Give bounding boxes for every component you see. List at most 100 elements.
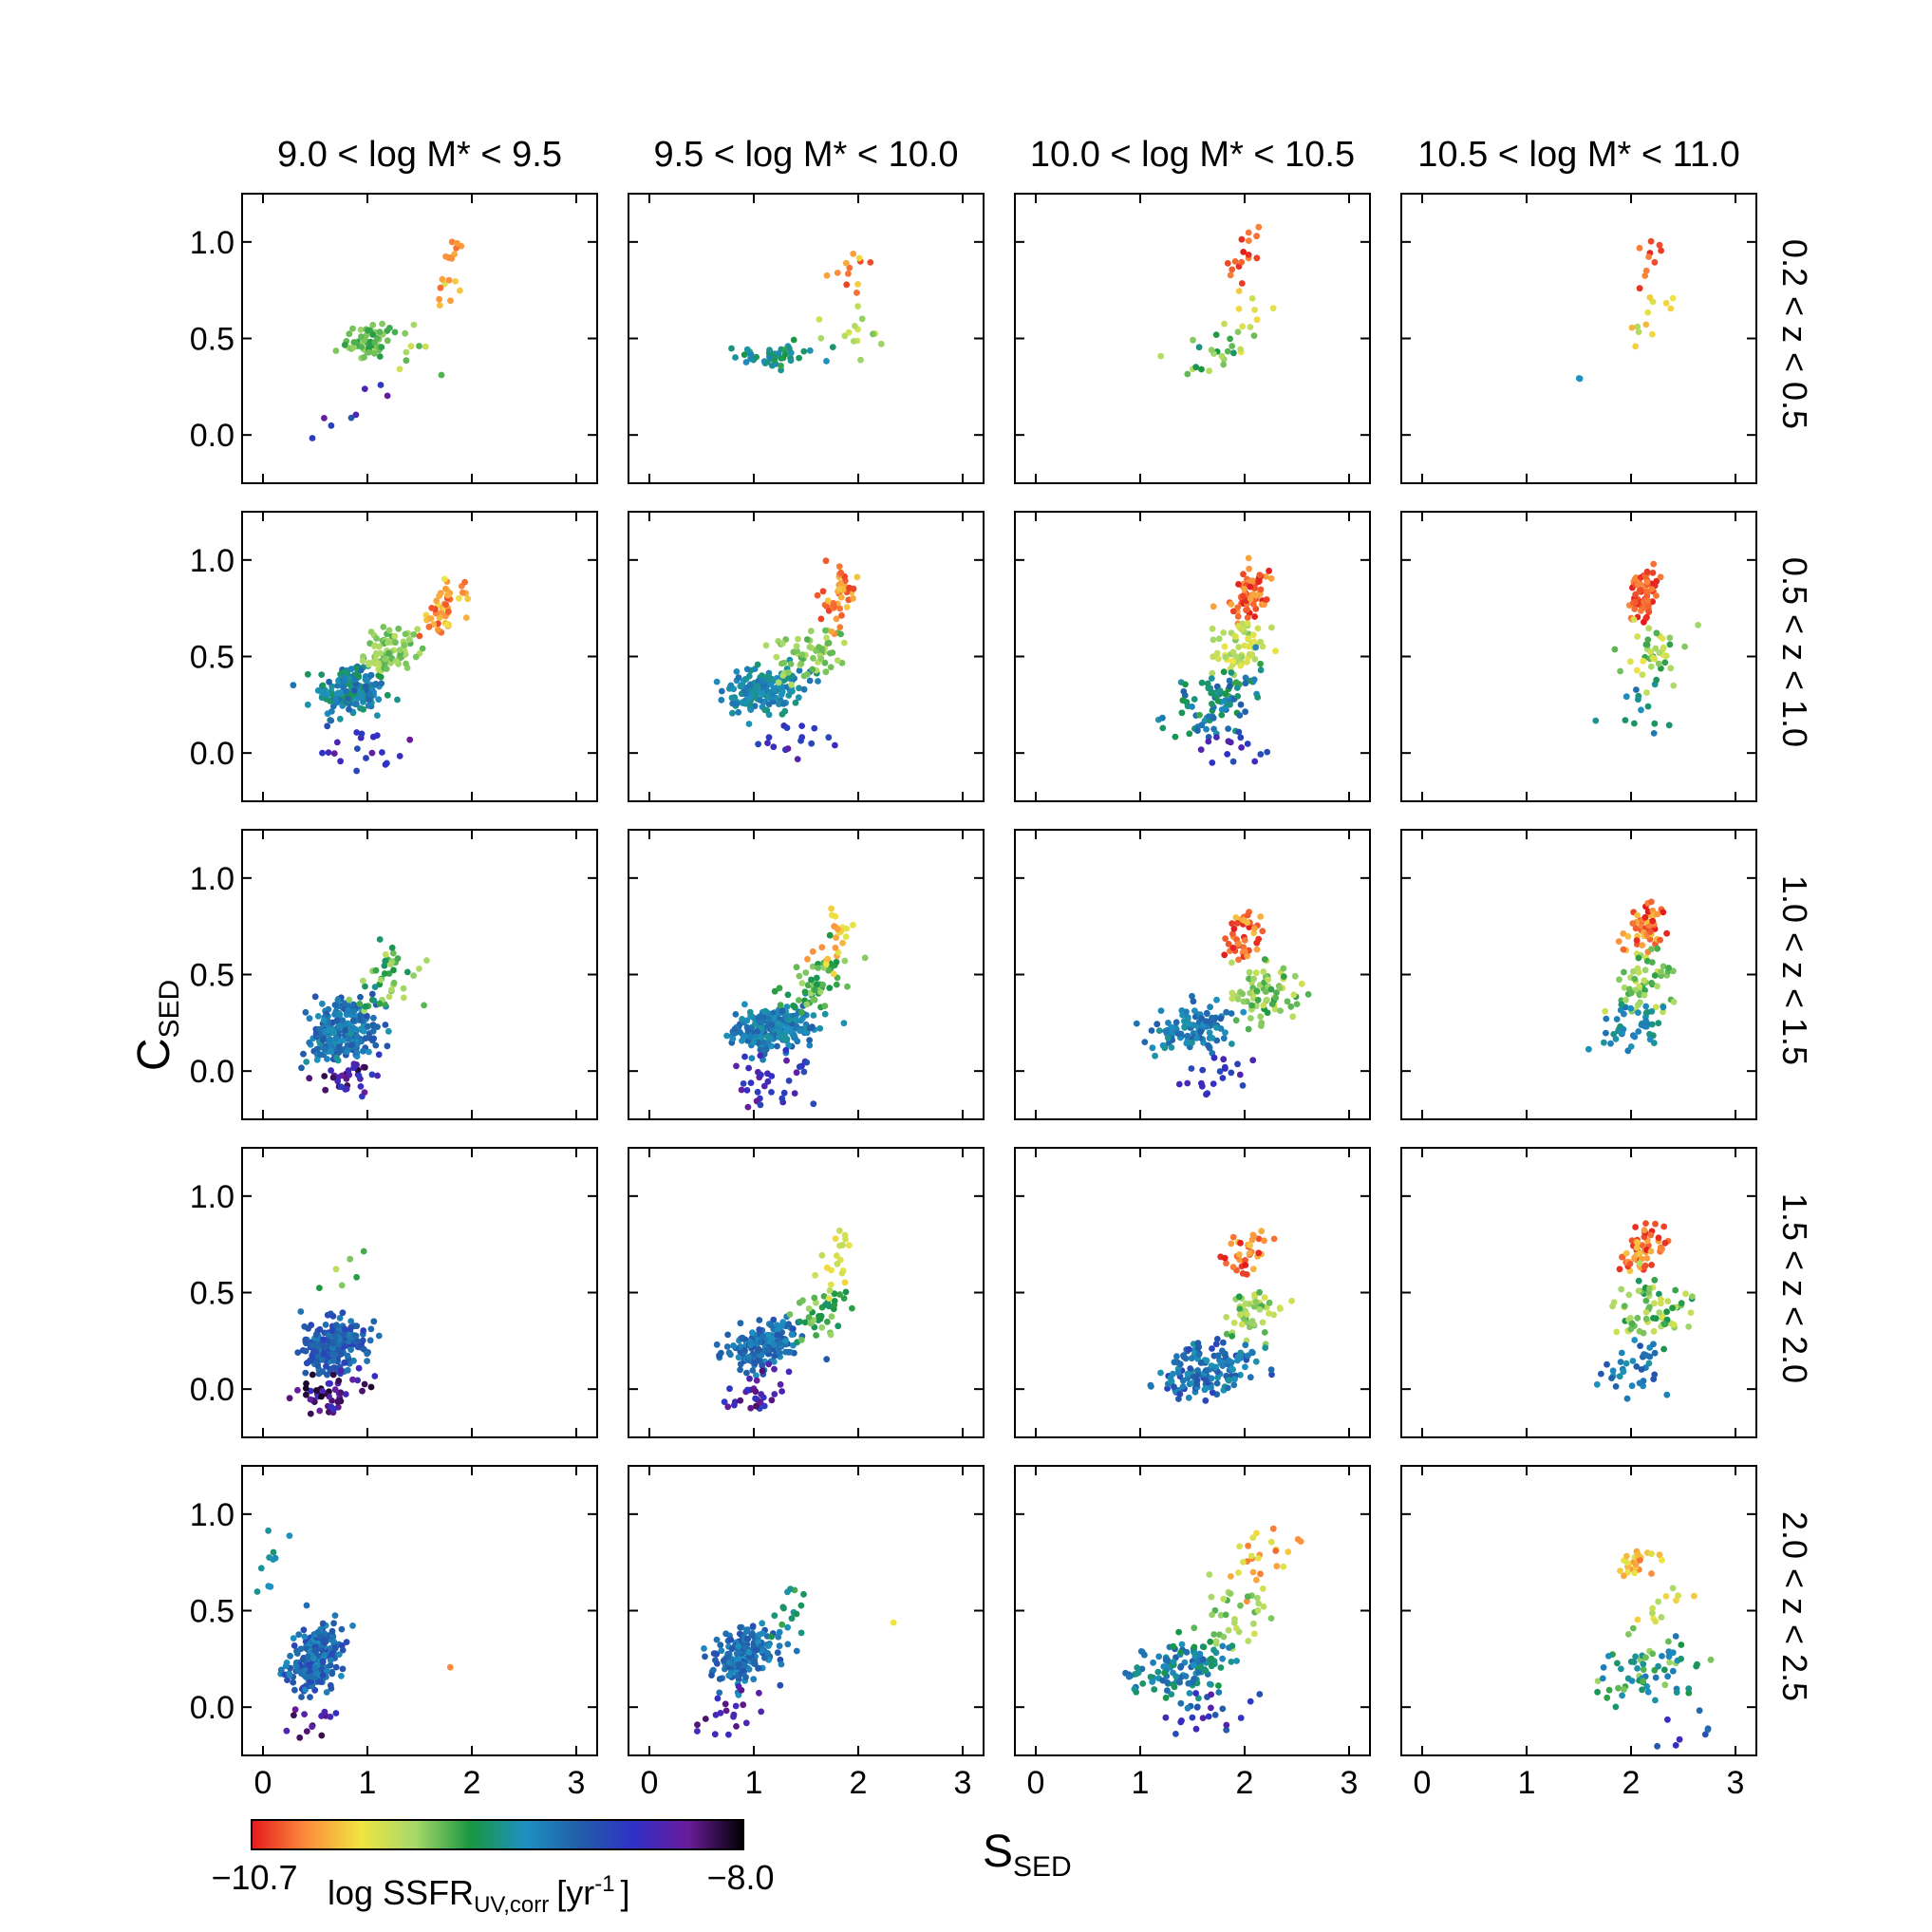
data-point xyxy=(1177,1674,1185,1681)
data-point xyxy=(829,649,836,656)
data-point xyxy=(726,1385,733,1393)
data-point xyxy=(1268,624,1275,631)
data-point xyxy=(1623,1249,1630,1257)
data-point xyxy=(376,1000,384,1007)
data-point xyxy=(1632,925,1640,932)
data-point xyxy=(730,1342,737,1349)
data-point xyxy=(741,1053,748,1060)
data-point xyxy=(890,1619,897,1626)
data-point xyxy=(357,704,364,712)
data-point xyxy=(1259,1585,1266,1592)
data-point xyxy=(401,642,408,649)
data-point xyxy=(750,1676,758,1683)
data-point xyxy=(345,695,351,703)
data-point xyxy=(332,1266,340,1273)
data-point xyxy=(319,1659,327,1665)
data-point xyxy=(286,1395,293,1402)
data-point xyxy=(1645,253,1652,260)
data-point xyxy=(1159,714,1166,722)
data-point xyxy=(436,592,442,599)
data-point xyxy=(336,1314,344,1322)
data-point xyxy=(1210,1080,1217,1087)
data-point xyxy=(306,1039,313,1046)
data-point xyxy=(1266,1299,1273,1306)
data-point xyxy=(392,639,399,647)
data-point xyxy=(796,997,802,1004)
data-point xyxy=(1152,1052,1158,1060)
y-tick-label: 0.0 xyxy=(190,1372,234,1408)
data-point xyxy=(1621,1572,1627,1580)
data-point xyxy=(442,601,449,609)
data-point xyxy=(1230,1319,1238,1326)
data-point xyxy=(764,1070,771,1078)
data-point xyxy=(384,337,391,345)
data-point xyxy=(758,1071,764,1079)
y-tick-label: 1.0 xyxy=(190,1179,234,1215)
data-point xyxy=(1234,1060,1241,1068)
data-point xyxy=(1636,1379,1643,1387)
data-point xyxy=(332,1663,340,1671)
data-point xyxy=(1241,947,1248,955)
data-point xyxy=(1261,1294,1268,1302)
data-point xyxy=(1635,1551,1641,1558)
data-point xyxy=(309,435,316,441)
data-point xyxy=(1619,1692,1625,1699)
data-point xyxy=(347,1325,354,1333)
data-point xyxy=(822,961,830,967)
data-point xyxy=(1237,734,1245,741)
data-point xyxy=(739,699,746,705)
data-point xyxy=(1246,1250,1253,1257)
data-point xyxy=(1603,1029,1609,1037)
data-point xyxy=(1232,914,1240,921)
data-point xyxy=(813,1332,819,1339)
data-point xyxy=(1228,1573,1234,1580)
data-point xyxy=(1236,712,1244,719)
data-point xyxy=(290,1635,297,1641)
data-point xyxy=(1627,989,1635,997)
data-point xyxy=(1205,685,1212,692)
data-point xyxy=(319,682,327,689)
data-point xyxy=(347,1318,355,1324)
data-point xyxy=(1212,1363,1219,1371)
data-point xyxy=(1615,938,1623,945)
data-point xyxy=(734,1673,741,1679)
data-point xyxy=(448,238,456,246)
data-point xyxy=(1209,669,1216,677)
row-label: 0.5 < z < 1.0 xyxy=(1775,557,1814,747)
data-point xyxy=(302,1369,309,1377)
data-point xyxy=(1633,1363,1641,1370)
column-title: 10.0 < log M* < 10.5 xyxy=(1030,135,1355,175)
panels: 0.00.51.00.00.51.00.00.51.00.00.51.00 1 2 3… xyxy=(190,193,1757,1801)
data-point xyxy=(1195,344,1203,351)
data-point xyxy=(761,1007,769,1015)
data-point xyxy=(754,1347,761,1354)
data-point xyxy=(327,1644,334,1652)
data-point xyxy=(1159,724,1167,732)
data-point xyxy=(797,1027,803,1034)
data-point xyxy=(1251,758,1259,765)
data-point xyxy=(1235,581,1242,588)
data-point xyxy=(385,993,393,1001)
data-point xyxy=(438,371,445,379)
data-point xyxy=(800,347,808,355)
data-point xyxy=(1258,1228,1266,1235)
data-point xyxy=(1242,1262,1249,1268)
data-point xyxy=(1157,1007,1165,1014)
data-point xyxy=(781,350,789,358)
data-point xyxy=(1174,1359,1181,1366)
data-point xyxy=(368,749,376,757)
data-point xyxy=(777,1339,784,1346)
data-point xyxy=(723,1032,730,1040)
data-point xyxy=(1234,613,1242,620)
data-point xyxy=(1188,1355,1195,1362)
data-point xyxy=(1238,280,1246,287)
data-point xyxy=(1178,1717,1185,1724)
data-point xyxy=(743,1087,751,1094)
data-point xyxy=(793,964,800,971)
data-point xyxy=(347,1255,354,1263)
y-tick-label: 1.0 xyxy=(190,1497,234,1533)
data-point xyxy=(784,991,792,999)
data-point xyxy=(1252,1358,1260,1365)
data-point xyxy=(353,1049,361,1057)
data-point xyxy=(743,1017,751,1024)
